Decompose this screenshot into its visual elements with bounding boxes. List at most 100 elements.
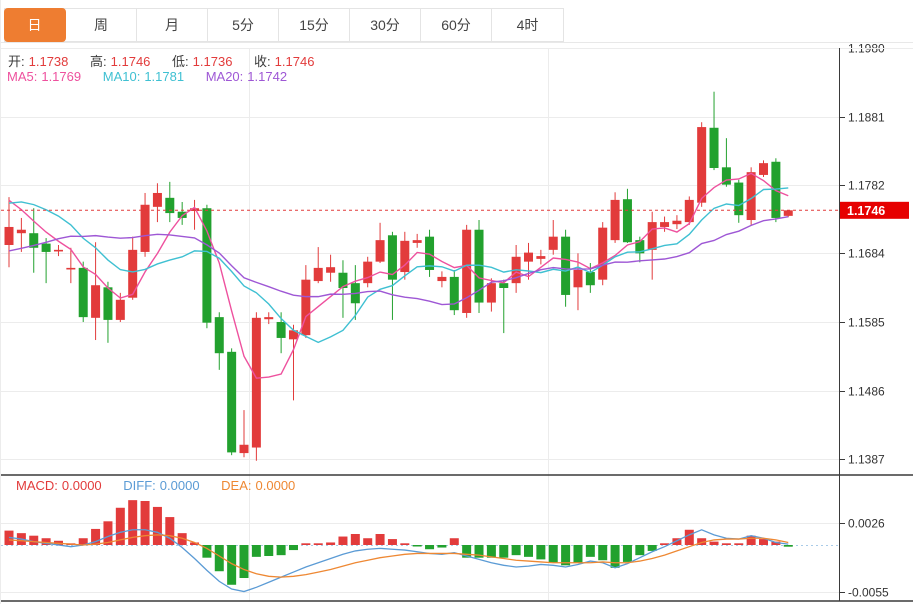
macd-bar[interactable]: [536, 545, 546, 560]
candle[interactable]: [622, 188, 632, 243]
candle[interactable]: [697, 122, 707, 207]
candle[interactable]: [511, 244, 521, 293]
candle[interactable]: [598, 222, 608, 286]
candle[interactable]: [660, 216, 670, 232]
macd-bar[interactable]: [177, 533, 187, 545]
candle[interactable]: [140, 192, 150, 257]
macd-bar[interactable]: [499, 545, 509, 558]
candle[interactable]: [635, 236, 645, 263]
candle[interactable]: [425, 229, 435, 277]
macd-bar[interactable]: [573, 545, 583, 563]
tab-4hour[interactable]: 4时: [492, 9, 563, 41]
macd-bar[interactable]: [511, 545, 521, 556]
macd-bar[interactable]: [91, 528, 101, 545]
tab-30min[interactable]: 30分: [350, 9, 421, 41]
candle[interactable]: [214, 312, 224, 370]
macd-bar[interactable]: [474, 545, 484, 558]
tab-60min[interactable]: 60分: [421, 9, 492, 41]
macd-bar[interactable]: [190, 542, 200, 545]
candle[interactable]: [437, 271, 447, 288]
candle[interactable]: [412, 233, 422, 248]
macd-bar[interactable]: [375, 533, 385, 545]
tab-month[interactable]: 月: [137, 9, 208, 41]
macd-bar[interactable]: [412, 545, 422, 547]
candle[interactable]: [128, 236, 138, 300]
macd-bar[interactable]: [400, 543, 410, 545]
macd-bar[interactable]: [103, 521, 113, 545]
candle[interactable]: [363, 256, 373, 288]
candle[interactable]: [177, 201, 187, 225]
macd-bar[interactable]: [697, 538, 707, 545]
macd-bar[interactable]: [734, 543, 744, 545]
candle[interactable]: [66, 247, 76, 284]
macd-bar[interactable]: [709, 541, 719, 545]
candle[interactable]: [734, 179, 744, 223]
candle[interactable]: [190, 199, 200, 230]
candle[interactable]: [338, 260, 348, 318]
macd-bar[interactable]: [115, 507, 125, 545]
macd-bar[interactable]: [635, 545, 645, 556]
macd-bar[interactable]: [462, 545, 472, 558]
macd-bar[interactable]: [783, 545, 793, 547]
candle[interactable]: [53, 244, 63, 257]
macd-bar[interactable]: [326, 542, 336, 545]
candle[interactable]: [264, 312, 274, 325]
macd-bar[interactable]: [78, 538, 88, 545]
macd-bar[interactable]: [202, 545, 212, 558]
candle[interactable]: [783, 210, 793, 218]
candle[interactable]: [387, 231, 397, 320]
candle[interactable]: [4, 197, 14, 268]
macd-bar[interactable]: [548, 545, 558, 563]
candle[interactable]: [326, 254, 336, 282]
candle[interactable]: [449, 269, 459, 316]
candle[interactable]: [536, 249, 546, 265]
macd-bar[interactable]: [647, 545, 657, 551]
macd-bar[interactable]: [684, 529, 694, 545]
tab-5min[interactable]: 5分: [208, 9, 279, 41]
macd-bar[interactable]: [140, 500, 150, 545]
tab-15min[interactable]: 15分: [279, 9, 350, 41]
macd-bar[interactable]: [561, 545, 571, 566]
macd-bar[interactable]: [251, 545, 261, 557]
macd-bar[interactable]: [598, 545, 608, 561]
tab-day[interactable]: 日: [4, 8, 66, 42]
candle[interactable]: [684, 196, 694, 225]
candle[interactable]: [610, 192, 620, 243]
macd-bar[interactable]: [721, 543, 731, 545]
macd-bar[interactable]: [264, 545, 274, 557]
tab-week[interactable]: 周: [66, 9, 137, 41]
macd-bar[interactable]: [239, 545, 249, 579]
macd-bar[interactable]: [128, 500, 138, 545]
macd-bar[interactable]: [227, 545, 237, 585]
macd-bar[interactable]: [622, 545, 632, 562]
candle[interactable]: [29, 208, 39, 273]
candle[interactable]: [41, 238, 51, 284]
candle[interactable]: [400, 231, 410, 280]
candle[interactable]: [103, 281, 113, 343]
macd-bar[interactable]: [152, 506, 162, 545]
candle[interactable]: [709, 91, 719, 171]
macd-bar[interactable]: [759, 539, 769, 545]
candle[interactable]: [375, 222, 385, 264]
macd-bar[interactable]: [387, 539, 397, 545]
macd-bar[interactable]: [486, 545, 496, 558]
macd-bar[interactable]: [660, 543, 670, 545]
candle[interactable]: [251, 312, 261, 461]
macd-bar[interactable]: [165, 517, 175, 545]
candle[interactable]: [239, 410, 249, 458]
macd-bar[interactable]: [41, 538, 51, 545]
macd-bar[interactable]: [610, 545, 620, 568]
candle[interactable]: [227, 348, 237, 456]
macd-bar[interactable]: [425, 545, 435, 550]
candle[interactable]: [152, 183, 162, 223]
macd-bar[interactable]: [672, 538, 682, 545]
candle[interactable]: [202, 204, 212, 329]
macd-bar[interactable]: [523, 545, 533, 557]
macd-bar[interactable]: [338, 536, 348, 545]
macd-bar[interactable]: [449, 538, 459, 545]
candle[interactable]: [499, 279, 509, 334]
macd-bar[interactable]: [214, 545, 224, 572]
candle[interactable]: [474, 220, 484, 313]
macd-bar[interactable]: [746, 535, 756, 545]
